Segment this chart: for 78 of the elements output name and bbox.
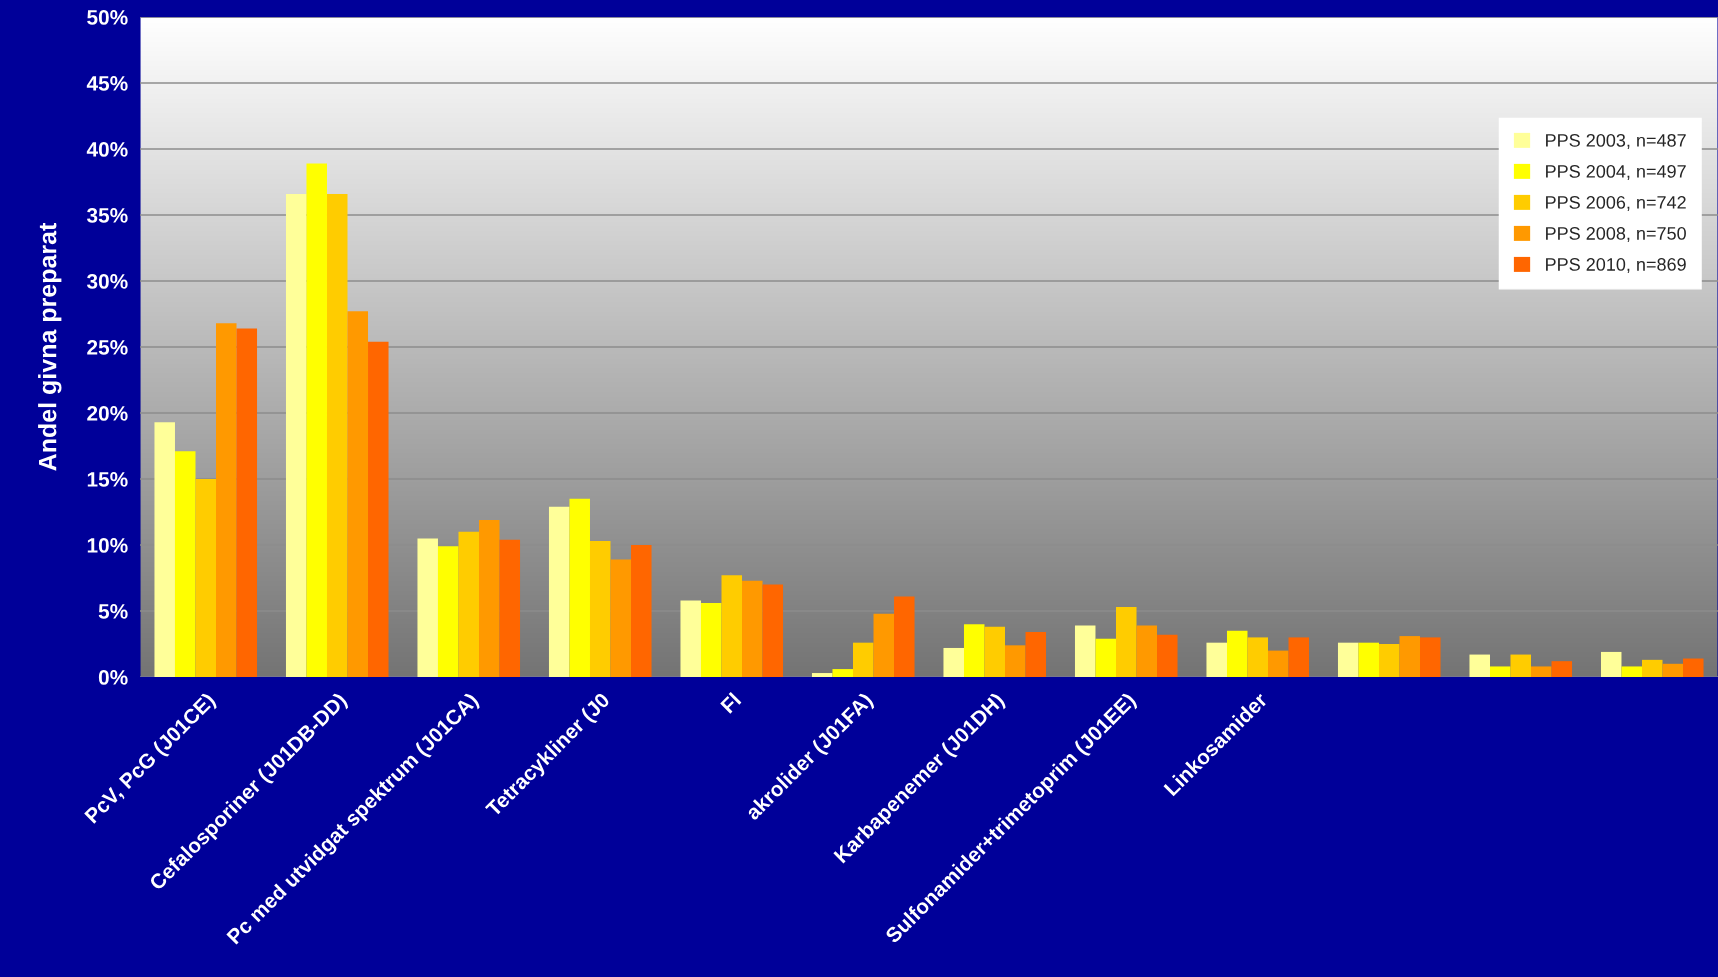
bar [368,341,389,677]
y-tick-label: 15% [87,472,128,487]
bar [569,498,590,677]
bar [417,538,438,677]
legend-label: PPS 2004, n=497 [1546,165,1686,180]
bar [154,422,175,677]
y-tick-label: 10% [87,538,128,553]
bar [548,506,570,677]
bar [742,580,763,677]
bar [195,479,217,677]
bar [1489,666,1511,677]
bar [1510,654,1532,677]
bar [236,328,258,677]
bar [680,600,701,677]
y-tick-label: 25% [87,340,128,355]
bar [1378,644,1400,677]
y-tick-label: 35% [86,208,128,223]
bar [963,624,985,677]
bar [306,163,327,677]
bar [1621,666,1642,677]
bar [1358,642,1379,677]
bar [1469,654,1490,677]
bar [1600,651,1622,677]
y-tick-label: 30% [86,274,128,289]
bar [458,531,480,677]
bar [721,575,743,677]
y-axis-title: Andel givna preparat [38,222,62,471]
bar [1206,642,1227,677]
bar [610,559,632,677]
y-tick-label: 5% [98,604,128,619]
bar [1025,632,1047,677]
bar [1268,650,1289,677]
legend-label: PPS 2006, n=742 [1546,196,1686,211]
bar [1551,661,1573,677]
bar [631,545,652,677]
bar [1683,658,1704,677]
bar [984,626,1006,677]
y-tick-label: 50% [87,10,128,25]
y-tick-label: 40% [86,142,128,157]
legend-label: PPS 2003, n=487 [1546,133,1686,149]
bar [894,596,915,677]
legend-label: PPS 2008, n=750 [1546,227,1686,242]
bar [437,546,459,677]
bar [1420,637,1441,677]
bar [174,451,196,677]
bar [1136,625,1158,677]
bar [762,584,784,677]
bar [1115,607,1137,677]
bar [811,673,833,677]
x-tick-label: Fl [719,691,742,714]
bar [1247,637,1269,677]
bar [1157,634,1178,677]
bar [852,642,874,677]
bar [1337,642,1359,677]
legend-label: PPS 2010, n=869 [1546,258,1686,273]
bar [1095,638,1116,677]
bar [1531,666,1552,677]
bar [1226,630,1248,677]
bar [589,541,611,677]
bar [1662,663,1684,677]
bar [700,603,722,677]
y-tick-label: 0% [98,670,128,685]
bar [326,193,348,677]
y-tick-label: 45% [86,76,128,91]
bar [1074,625,1096,677]
bar [499,539,521,677]
bar [347,311,369,677]
bar [1641,659,1663,677]
bar [1005,645,1026,677]
bar [285,193,307,677]
y-tick-label: 20% [87,406,128,421]
bar [1288,637,1310,677]
bar [216,323,237,677]
bar [832,669,853,677]
bar [943,647,964,677]
bar [479,519,500,677]
bar [1399,636,1421,677]
bar [873,613,895,677]
